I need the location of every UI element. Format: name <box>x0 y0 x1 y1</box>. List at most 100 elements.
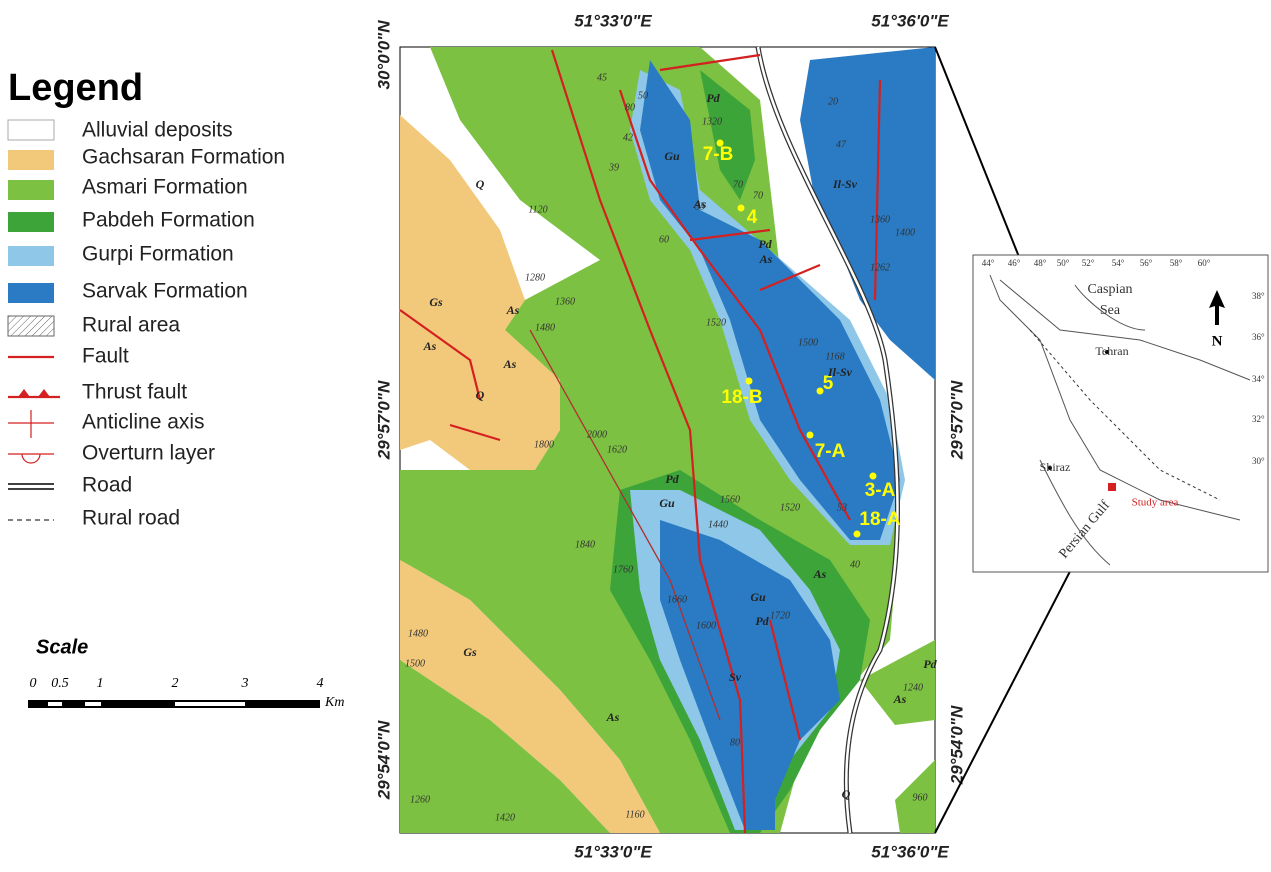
longitude-label: 50° <box>1057 258 1070 268</box>
unit-label: As <box>813 567 827 581</box>
contour-label: 70 <box>753 190 763 201</box>
bottom-coord: 51°36'0"E <box>871 842 949 861</box>
legend-label: Asmari Formation <box>82 176 248 199</box>
contour-label: 1600 <box>696 620 716 631</box>
left-coord: 30°0'0"N <box>374 20 393 90</box>
sample-label: 7-A <box>815 441 846 462</box>
contour-label: 1120 <box>528 204 547 215</box>
contour-label: 80 <box>625 102 635 113</box>
contour-label: 42 <box>623 132 633 143</box>
right-coord: 29°54'0"N <box>947 705 966 785</box>
longitude-label: 56° <box>1140 258 1153 268</box>
longitude-label: 58° <box>1170 258 1183 268</box>
longitude-label: 46° <box>1008 258 1021 268</box>
legend-label: Rural road <box>82 507 180 530</box>
contour-label: 1160 <box>625 809 644 820</box>
longitude-label: 52° <box>1082 258 1095 268</box>
unit-label: Pd <box>758 237 772 251</box>
unit-label: Q <box>476 177 485 191</box>
longitude-label: 48° <box>1034 258 1047 268</box>
contour-label: 1840 <box>575 539 595 550</box>
sample-point <box>870 473 877 480</box>
longitude-label: 44° <box>982 258 995 268</box>
scale-unit: Km <box>324 695 344 710</box>
unit-label: As <box>606 710 620 724</box>
place-label: Study area <box>1132 497 1179 509</box>
unit-label: Gu <box>664 149 680 163</box>
legend-label: Sarvak Formation <box>82 280 248 303</box>
scale-tick-label: 2 <box>172 676 179 691</box>
place-label: Shiraz <box>1040 460 1071 474</box>
legend-swatches <box>8 120 60 520</box>
contour-label: 1760 <box>613 564 633 575</box>
contour-label: 1480 <box>535 322 555 333</box>
unit-label: Pd <box>665 472 679 486</box>
geological-map-figure: Legend Alluvial deposits Gachsaran Format… <box>0 0 1271 867</box>
sample-point <box>746 378 753 385</box>
unit-label: Q <box>842 787 851 801</box>
latitude-label: 30° <box>1252 456 1265 466</box>
contour-label: 45 <box>597 72 607 83</box>
unit-label: Gu <box>659 496 675 510</box>
longitude-label: 54° <box>1112 258 1125 268</box>
unit-label: Il-Sv <box>827 365 853 379</box>
sample-label: 7-B <box>703 144 734 165</box>
legend-label: Road <box>82 474 132 497</box>
longitude-label: 60° <box>1198 258 1211 268</box>
contour-label: 1500 <box>798 337 818 348</box>
contour-label: 1240 <box>903 682 923 693</box>
unit-label: Il-Sv <box>832 177 858 191</box>
contour-label: 1262 <box>870 262 890 273</box>
unit-label: As <box>503 357 517 371</box>
place-label: N <box>1212 333 1223 349</box>
contour-label: 40 <box>850 559 860 570</box>
top-coord: 51°33'0"E <box>574 11 652 30</box>
contour-label: 1800 <box>534 439 554 450</box>
legend-label: Anticline axis <box>82 411 205 434</box>
legend-label: Rural area <box>82 314 180 337</box>
scale-tick-label: 3 <box>241 676 249 691</box>
sample-label: 18-B <box>721 387 762 408</box>
contour-label: 1480 <box>408 628 428 639</box>
contour-label: 1520 <box>780 502 800 513</box>
unit-label: Q <box>476 388 485 402</box>
map-body <box>400 47 935 833</box>
contour-label: 1260 <box>410 794 430 805</box>
bottom-coord: 51°33'0"E <box>574 842 652 861</box>
contour-label: 1660 <box>667 594 687 605</box>
unit-label: Gs <box>429 295 443 309</box>
contour-label: 47 <box>836 139 847 150</box>
contour-label: 53 <box>837 502 847 513</box>
unit-label: As <box>893 692 907 706</box>
left-coord: 29°57'0"N <box>374 380 393 460</box>
contour-label: 2000 <box>587 429 607 440</box>
unit-label: Pd <box>923 657 937 671</box>
contour-label: 1360 <box>870 214 890 225</box>
unit-label: Gs <box>463 645 477 659</box>
scale-tick-label: 1 <box>97 676 104 691</box>
unit-label: Pd <box>755 614 769 628</box>
unit-label: Sv <box>729 670 742 684</box>
scale-title: Scale <box>36 636 88 658</box>
unit-label: As <box>423 339 437 353</box>
contour-label: 1280 <box>525 272 545 283</box>
legend-label: Gachsaran Formation <box>82 146 285 169</box>
place-label: Caspian <box>1087 282 1132 297</box>
legend-label: Overturn layer <box>82 442 215 465</box>
contour-label: 1560 <box>720 494 740 505</box>
contour-label: 39 <box>608 162 619 173</box>
contour-label: 80 <box>730 737 740 748</box>
left-coord: 29°54'0"N <box>374 720 393 800</box>
legend-title: Legend <box>8 67 143 109</box>
contour-label: 1420 <box>495 812 515 823</box>
latitude-label: 38° <box>1252 291 1265 301</box>
contour-label: 1500 <box>405 658 425 669</box>
unit-label: Gu <box>750 590 766 604</box>
sample-label: 4 <box>747 207 758 228</box>
place-label: Tehran <box>1095 344 1128 358</box>
latitude-label: 32° <box>1252 414 1265 424</box>
legend-label: Alluvial deposits <box>82 119 233 142</box>
legend-label: Fault <box>82 345 129 368</box>
unit-label: Pd <box>706 91 720 105</box>
contour-label: 20 <box>828 96 838 107</box>
